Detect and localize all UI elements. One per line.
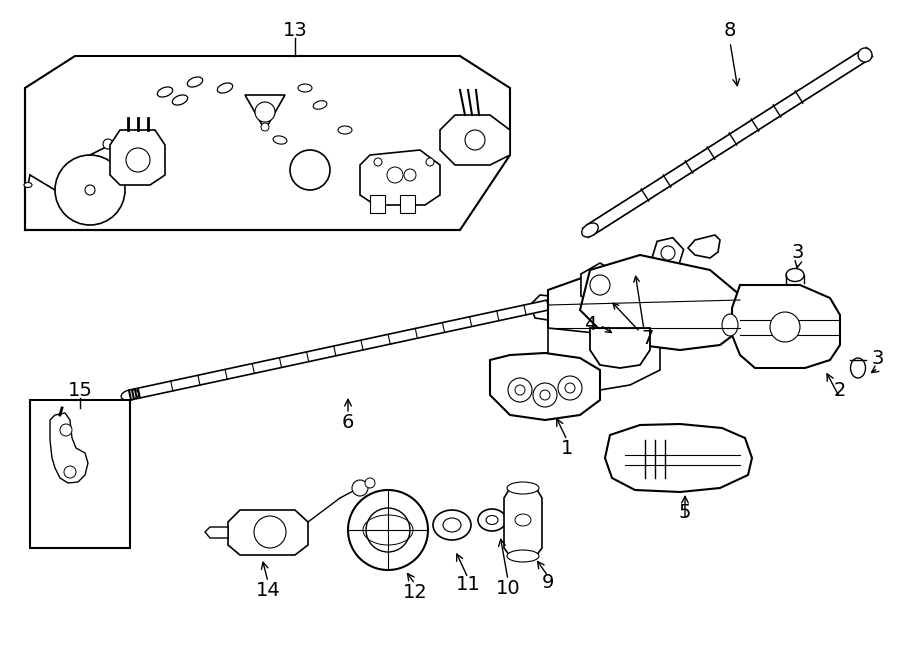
Ellipse shape [507, 550, 539, 562]
Text: 2: 2 [833, 381, 846, 399]
Polygon shape [490, 353, 600, 420]
Ellipse shape [122, 390, 139, 401]
Circle shape [387, 167, 403, 183]
Polygon shape [110, 130, 165, 185]
Circle shape [565, 383, 575, 393]
Circle shape [348, 490, 428, 570]
Ellipse shape [172, 95, 188, 105]
Polygon shape [50, 413, 88, 483]
Ellipse shape [786, 268, 804, 282]
Ellipse shape [433, 510, 471, 540]
Text: 15: 15 [68, 381, 93, 399]
Text: 1: 1 [561, 438, 573, 457]
Circle shape [540, 390, 550, 400]
Circle shape [352, 480, 368, 496]
Circle shape [661, 246, 675, 260]
Polygon shape [228, 510, 308, 555]
Polygon shape [530, 295, 592, 320]
Ellipse shape [273, 136, 287, 144]
Circle shape [64, 466, 76, 478]
Ellipse shape [24, 182, 32, 188]
Polygon shape [548, 328, 660, 390]
Text: 13: 13 [283, 20, 308, 40]
Circle shape [103, 139, 113, 149]
Ellipse shape [478, 509, 506, 531]
Bar [30, 400, 130, 548]
Circle shape [770, 312, 800, 342]
Ellipse shape [515, 514, 531, 526]
Polygon shape [360, 150, 440, 205]
Text: 3: 3 [872, 348, 884, 368]
Bar [370, 195, 385, 213]
Text: 11: 11 [455, 576, 481, 594]
Circle shape [113, 142, 123, 152]
Circle shape [590, 275, 610, 295]
Ellipse shape [313, 100, 327, 109]
Ellipse shape [217, 83, 233, 93]
Circle shape [255, 102, 275, 122]
Ellipse shape [486, 516, 498, 524]
Circle shape [290, 150, 330, 190]
Circle shape [126, 148, 150, 172]
Text: 3: 3 [792, 243, 805, 262]
Circle shape [533, 383, 557, 407]
Text: 5: 5 [679, 502, 691, 522]
Circle shape [404, 169, 416, 181]
Circle shape [261, 123, 269, 131]
Ellipse shape [507, 482, 539, 494]
Text: 8: 8 [724, 20, 736, 40]
Polygon shape [625, 260, 658, 278]
Circle shape [515, 385, 525, 395]
Text: 7: 7 [642, 329, 654, 348]
Circle shape [365, 478, 375, 488]
Circle shape [366, 508, 410, 552]
Polygon shape [590, 328, 650, 368]
Polygon shape [440, 115, 510, 165]
Polygon shape [605, 424, 752, 492]
Ellipse shape [850, 358, 866, 378]
Polygon shape [504, 488, 542, 556]
Polygon shape [245, 95, 285, 130]
Bar [400, 195, 415, 213]
Circle shape [858, 48, 872, 62]
Text: 12: 12 [402, 582, 428, 602]
Text: 6: 6 [342, 412, 355, 432]
Circle shape [55, 155, 125, 225]
Polygon shape [732, 285, 840, 368]
Circle shape [374, 158, 382, 166]
Polygon shape [580, 255, 740, 350]
Polygon shape [205, 527, 228, 538]
Polygon shape [688, 235, 720, 258]
Circle shape [426, 158, 434, 166]
Ellipse shape [338, 126, 352, 134]
Circle shape [558, 376, 582, 400]
Circle shape [508, 378, 532, 402]
Polygon shape [129, 300, 549, 400]
Ellipse shape [158, 87, 173, 97]
Ellipse shape [443, 518, 461, 532]
Ellipse shape [722, 314, 738, 336]
Polygon shape [25, 56, 510, 230]
Circle shape [60, 424, 72, 436]
Ellipse shape [298, 84, 312, 92]
Circle shape [254, 516, 286, 548]
Ellipse shape [187, 77, 202, 87]
Ellipse shape [581, 223, 598, 237]
Text: 9: 9 [542, 572, 554, 592]
Polygon shape [548, 275, 740, 355]
Circle shape [85, 185, 95, 195]
Text: 4: 4 [584, 315, 596, 334]
Text: 10: 10 [496, 578, 520, 598]
Text: 14: 14 [256, 580, 281, 600]
Circle shape [465, 130, 485, 150]
